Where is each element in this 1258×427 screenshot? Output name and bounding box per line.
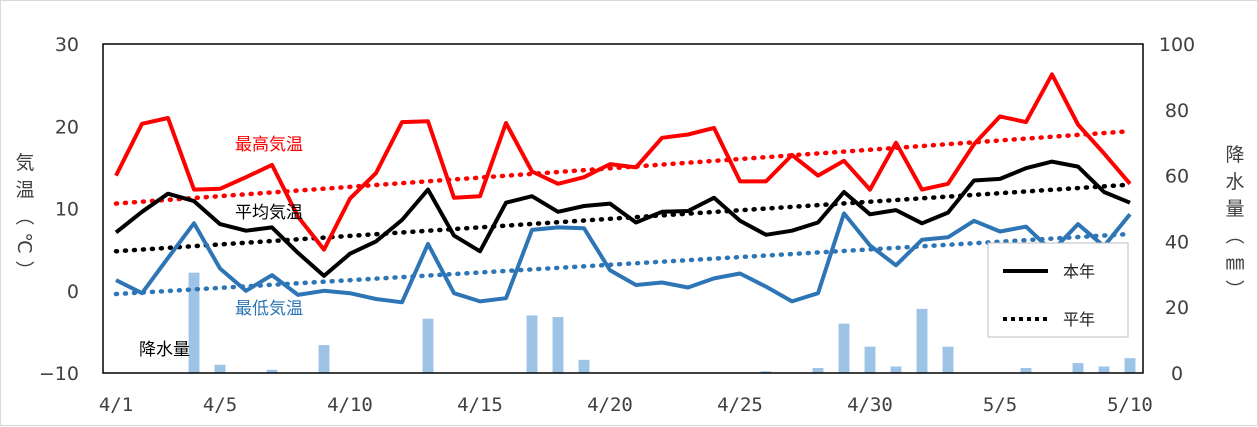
- min-temp-line: [115, 211, 1132, 305]
- label-precip: 降水量: [139, 340, 190, 360]
- axis-title-char: 量: [1225, 198, 1244, 220]
- right-tick-label: 60: [1165, 166, 1189, 188]
- precip-bars: [188, 272, 1136, 373]
- precip-bar: [552, 317, 564, 373]
- x-tick-label: 4/5: [203, 394, 237, 416]
- right-tick-label: 100: [1159, 34, 1195, 56]
- precip-bar: [760, 371, 772, 373]
- left-axis-title: 気温 （ ℃ ）: [13, 152, 35, 280]
- left-tick-label: −10: [39, 363, 79, 385]
- legend-label-this-year: 本年: [1063, 262, 1095, 281]
- axis-title-char: 降: [1225, 144, 1244, 166]
- right-tick-label: 80: [1165, 100, 1189, 122]
- axis-title-char: ）: [13, 260, 35, 279]
- precip-bar: [812, 368, 824, 373]
- right-tick-label: 20: [1165, 297, 1189, 319]
- right-axis-ticks: 0 20 40 60 80 100: [1159, 34, 1195, 385]
- axis-title-char: （: [13, 206, 35, 225]
- mean-temp-line: [114, 159, 1131, 278]
- precip-bar: [890, 366, 902, 373]
- axis-title-char: 温: [15, 179, 34, 201]
- x-tick-label: 4/20: [587, 394, 633, 416]
- precip-bar: [188, 272, 200, 373]
- axis-title-char: ）: [1223, 279, 1245, 298]
- left-axis-ticks: −10 0 10 20 30: [39, 34, 79, 385]
- precip-bar: [578, 359, 590, 373]
- precip-bar: [838, 323, 850, 373]
- x-axis-ticks: 4/1 4/5 4/10 4/15 4/20 4/25 4/30 5/5 5/10: [99, 394, 1153, 416]
- precip-bar: [318, 345, 330, 373]
- precip-bar: [266, 369, 278, 373]
- axis-title-char: 気: [15, 152, 34, 174]
- axis-title-char: ㎜: [1225, 252, 1244, 274]
- actual-lines: [114, 72, 1132, 305]
- x-tick-label: 4/30: [847, 394, 893, 416]
- label-min-temp: 最低気温: [235, 299, 303, 319]
- x-tick-label: 5/10: [1107, 394, 1153, 416]
- left-tick-label: 20: [55, 116, 79, 138]
- precip-bar: [1098, 366, 1110, 373]
- label-max-temp: 最高気温: [235, 135, 303, 155]
- axis-title-char: （: [1223, 225, 1245, 244]
- x-tick-label: 4/25: [717, 394, 763, 416]
- right-tick-label: 0: [1171, 363, 1183, 385]
- precip-bar: [942, 346, 954, 373]
- axis-title-char: 水: [1225, 171, 1244, 193]
- left-tick-label: 10: [55, 199, 79, 221]
- precip-bar: [214, 364, 226, 373]
- axis-title-char: ℃: [13, 232, 35, 253]
- precip-bar: [526, 315, 538, 373]
- plot-area-border: [102, 43, 1144, 374]
- precip-bar: [1020, 368, 1032, 373]
- x-tick-label: 4/15: [457, 394, 503, 416]
- left-tick-label: 0: [67, 281, 79, 303]
- left-tick-label: 30: [55, 34, 79, 56]
- x-tick-label: 5/5: [983, 394, 1017, 416]
- precip-bar: [422, 318, 434, 373]
- right-tick-label: 40: [1165, 231, 1189, 253]
- legend: 本年 平年: [987, 242, 1129, 338]
- label-mean-temp: 平均気温: [235, 203, 303, 223]
- precip-bar: [1124, 358, 1136, 373]
- precip-bar: [1072, 363, 1084, 373]
- precip-bar: [864, 346, 876, 373]
- max-temp-line: [114, 72, 1132, 252]
- x-tick-label: 4/10: [327, 394, 373, 416]
- x-tick-label: 4/1: [99, 394, 133, 416]
- precip-bar: [916, 308, 928, 373]
- legend-label-normal: 平年: [1063, 310, 1095, 329]
- right-axis-title: 降水量 （ ㎜ ）: [1223, 144, 1245, 299]
